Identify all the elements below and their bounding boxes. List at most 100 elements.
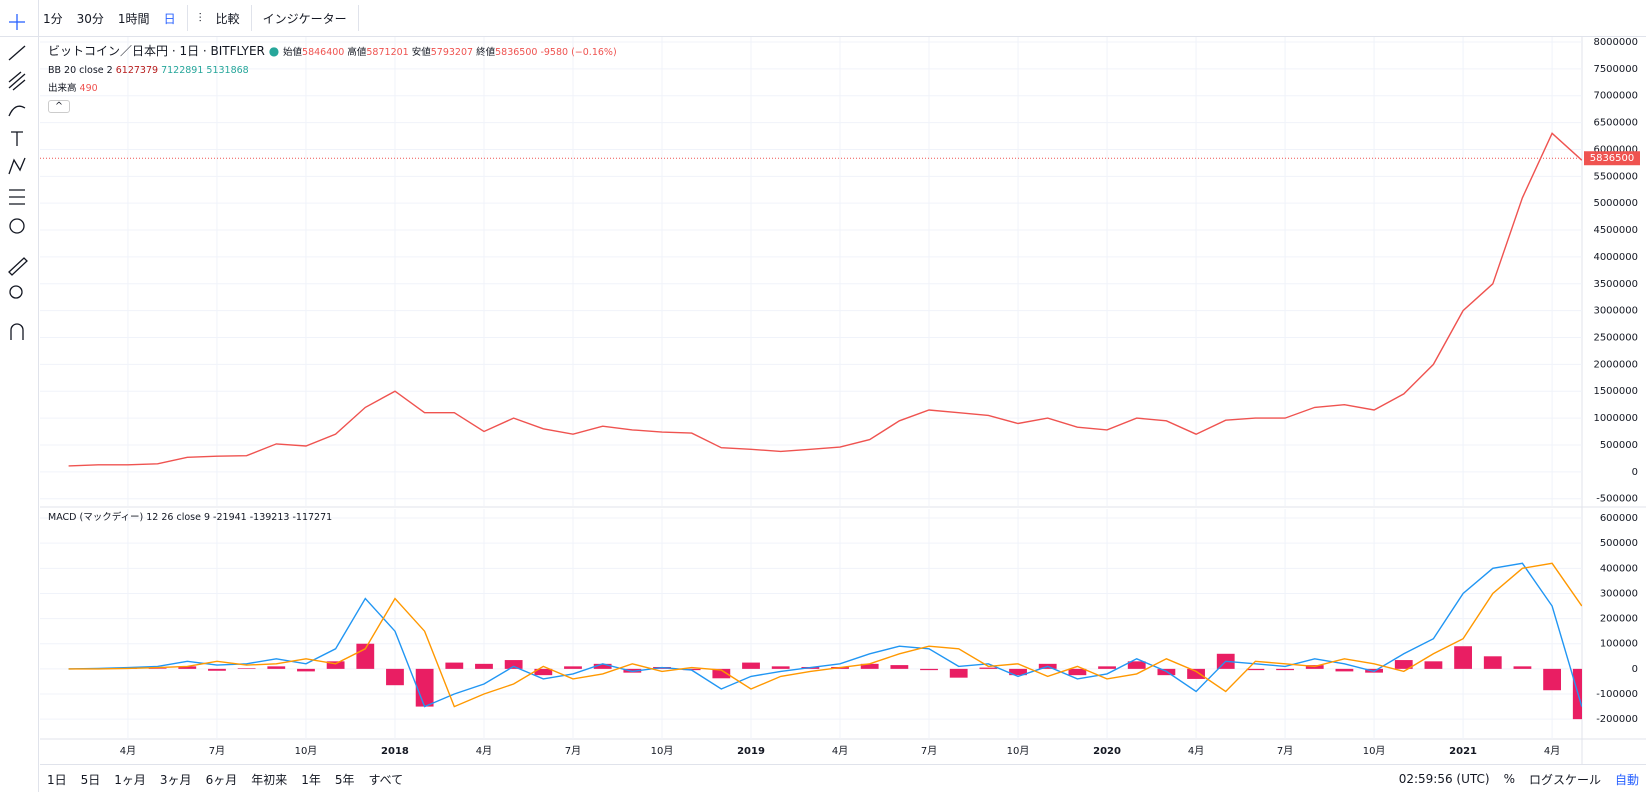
- x-tick-label: 4月: [832, 745, 848, 757]
- auto-toggle[interactable]: 自動: [1608, 771, 1646, 788]
- y-tick-label: 400000: [1600, 563, 1638, 574]
- histogram-bar: [416, 669, 434, 707]
- log-toggle[interactable]: ログスケール: [1522, 771, 1608, 788]
- macd-value: -21941: [213, 512, 247, 523]
- y-tick-label: -200000: [1596, 714, 1638, 725]
- y-tick-label: 2500000: [1593, 333, 1638, 344]
- y-tick-label: 0: [1632, 664, 1638, 675]
- histogram-bar: [1484, 656, 1502, 669]
- y-tick-label: 5500000: [1593, 171, 1638, 182]
- y-tick-label: 100000: [1600, 639, 1638, 650]
- ohlc-label: 高値: [347, 47, 366, 58]
- x-tick-label: 10月: [295, 745, 318, 757]
- range[interactable]: 3ヶ月: [153, 771, 199, 788]
- histogram-bar: [1276, 669, 1294, 670]
- range[interactable]: 年初来: [244, 771, 294, 788]
- y-tick-label: 1000000: [1593, 413, 1638, 424]
- y-tick-label: 1500000: [1593, 386, 1638, 397]
- y-tick-label: 3000000: [1593, 306, 1638, 317]
- x-tick-label: 7月: [209, 745, 225, 757]
- histogram-bar: [1514, 666, 1532, 669]
- histogram-bar: [950, 669, 968, 678]
- change-pct: (−0.16%): [571, 47, 617, 58]
- bb-label: BB 20 close 2: [48, 65, 113, 76]
- x-tick-label: 4月: [476, 745, 492, 757]
- clock: 02:59:56 (UTC): [1392, 772, 1497, 786]
- series-line: [69, 133, 1582, 466]
- range[interactable]: 1ヶ月: [107, 771, 153, 788]
- histogram-bar: [742, 663, 760, 669]
- y-tick-label: -500000: [1596, 494, 1638, 505]
- y-tick-label: 500000: [1600, 440, 1638, 451]
- y-tick-label: 7000000: [1593, 91, 1638, 102]
- ohlc-value: 5846400: [302, 47, 344, 58]
- x-tick-label: 4月: [1544, 745, 1560, 757]
- y-tick-label: 4000000: [1593, 252, 1638, 263]
- histogram-bar: [1454, 646, 1472, 669]
- macd-value: -139213: [250, 512, 290, 523]
- histogram-bar: [772, 666, 790, 669]
- y-tick-label: 8000000: [1593, 37, 1638, 48]
- y-tick-label: 4500000: [1593, 225, 1638, 236]
- y-tick-label: 500000: [1600, 538, 1638, 549]
- range[interactable]: すべて: [362, 771, 411, 788]
- x-tick-label: 4月: [120, 745, 136, 757]
- histogram-bar: [1246, 669, 1264, 670]
- histogram-bar: [208, 669, 226, 671]
- histogram-bar: [386, 669, 404, 685]
- histogram-bar: [1336, 669, 1354, 672]
- ohlc-value: 5871201: [366, 47, 408, 58]
- x-tick-label: 10月: [651, 745, 674, 757]
- range[interactable]: 6ヶ月: [199, 771, 245, 788]
- y-tick-label: 2000000: [1593, 359, 1638, 370]
- ohlc-label: 終値: [476, 47, 495, 58]
- macd-pane: [40, 509, 1591, 739]
- y-tick-label: 600000: [1600, 513, 1638, 524]
- histogram-bar: [475, 664, 493, 669]
- histogram-bar: [445, 663, 463, 669]
- symbol: ビットコイン／日本円 · 1日 · BITFLYER: [48, 44, 265, 58]
- range[interactable]: 5日: [74, 771, 108, 788]
- histogram-bar: [564, 666, 582, 669]
- y-tick-label: 6500000: [1593, 118, 1638, 129]
- x-tick-label: 4月: [1188, 745, 1204, 757]
- series-line: [69, 563, 1582, 706]
- range[interactable]: 5年: [328, 771, 362, 788]
- x-tick-label: 2018: [381, 746, 409, 757]
- ohlc-label: 安値: [412, 47, 431, 58]
- bb-value: 5131868: [206, 65, 248, 76]
- histogram-bar: [1068, 669, 1086, 675]
- y-tick-label: -100000: [1596, 689, 1638, 700]
- histogram-bar: [1425, 661, 1443, 669]
- y-tick-label: 300000: [1600, 588, 1638, 599]
- x-tick-label: 2021: [1449, 746, 1477, 757]
- change: -9580: [540, 47, 568, 58]
- histogram-bar: [1098, 666, 1116, 669]
- histogram-bar: [1573, 669, 1591, 719]
- y-tick-label: 200000: [1600, 614, 1638, 625]
- series-line: [69, 563, 1582, 706]
- bb-value: 6127379: [116, 65, 158, 76]
- histogram-bar: [1543, 669, 1561, 690]
- histogram-bar: [1187, 669, 1205, 679]
- macd-value: -117271: [292, 512, 332, 523]
- range[interactable]: 1日: [40, 771, 74, 788]
- ohlc-label: 始値: [283, 47, 302, 58]
- x-tick-label: 10月: [1363, 745, 1386, 757]
- macd-label: MACD (マックディー) 12 26 close 9: [48, 512, 210, 523]
- percent-toggle[interactable]: %: [1497, 772, 1522, 786]
- volume-label: 出来高: [48, 83, 77, 94]
- legend: ビットコイン／日本円 · 1日 · BITFLYER ● 始値5846400 高…: [48, 42, 617, 116]
- bottom-toolbar: 1日 5日 1ヶ月 3ヶ月 6ヶ月 年初来 1年 5年 すべて 02:59:56…: [40, 764, 1646, 793]
- y-tick-label: 7500000: [1593, 64, 1638, 75]
- range[interactable]: 1年: [294, 771, 328, 788]
- x-tick-label: 2019: [737, 746, 765, 757]
- x-tick-label: 7月: [921, 745, 937, 757]
- bb-value: 7122891: [161, 65, 203, 76]
- collapse-button[interactable]: ^: [48, 100, 70, 113]
- histogram-bar: [505, 660, 523, 669]
- ohlc-value: 5793207: [431, 47, 473, 58]
- macd-legend: MACD (マックディー) 12 26 close 9 -21941 -1392…: [48, 509, 332, 523]
- x-tick-label: 7月: [565, 745, 581, 757]
